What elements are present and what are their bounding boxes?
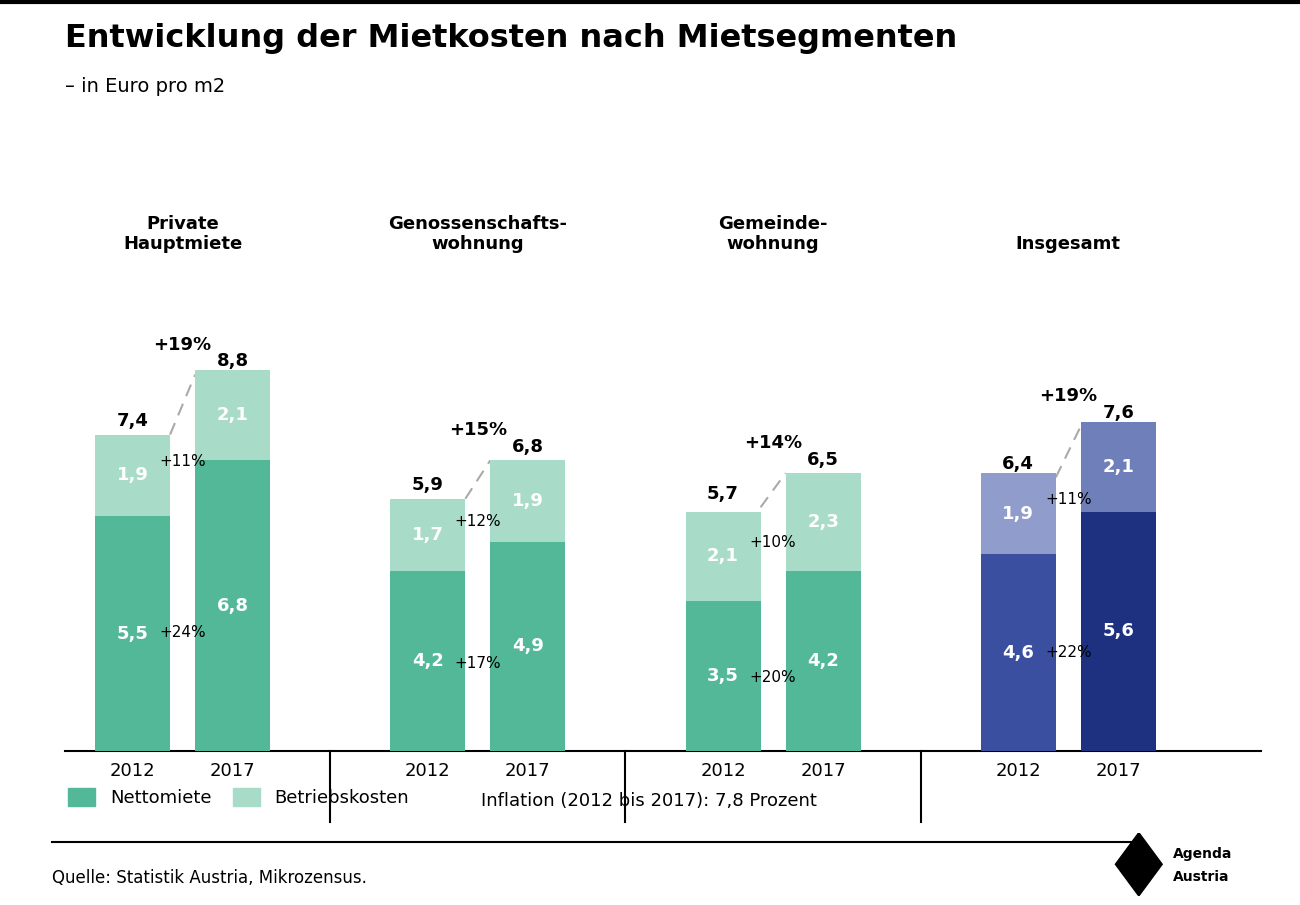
- Text: 5,7: 5,7: [707, 485, 738, 503]
- Text: 1,9: 1,9: [512, 492, 543, 510]
- Bar: [785, 473, 861, 571]
- Text: 5,6: 5,6: [1102, 623, 1135, 641]
- Bar: [1080, 511, 1156, 751]
- Text: Quelle: Statistik Austria, Mikrozensus.: Quelle: Statistik Austria, Mikrozensus.: [52, 869, 367, 887]
- Text: 8,8: 8,8: [217, 352, 248, 370]
- Text: +14%: +14%: [744, 434, 802, 452]
- Text: 6,8: 6,8: [217, 596, 248, 614]
- Text: 5,9: 5,9: [412, 476, 443, 494]
- Bar: [490, 461, 566, 541]
- Bar: [980, 555, 1056, 751]
- Text: 5,5: 5,5: [117, 624, 148, 643]
- Text: +20%: +20%: [750, 670, 797, 684]
- Text: Genossenschafts-
wohnung: Genossenschafts- wohnung: [389, 214, 567, 253]
- Text: Gemeinde-
wohnung: Gemeinde- wohnung: [719, 214, 828, 253]
- Bar: [980, 473, 1056, 555]
- Text: 1,9: 1,9: [117, 466, 148, 484]
- Text: +19%: +19%: [1039, 387, 1097, 405]
- Text: 4,6: 4,6: [1002, 643, 1035, 662]
- Bar: [195, 370, 270, 461]
- Text: 2,1: 2,1: [707, 548, 738, 566]
- Bar: [390, 571, 465, 751]
- Bar: [685, 511, 760, 602]
- Bar: [95, 434, 170, 516]
- Text: 1,7: 1,7: [412, 526, 443, 544]
- Text: +11%: +11%: [1045, 492, 1092, 508]
- Bar: [1080, 422, 1156, 511]
- Bar: [785, 571, 861, 751]
- Text: +11%: +11%: [160, 453, 205, 469]
- Text: +12%: +12%: [455, 514, 502, 529]
- Text: 4,2: 4,2: [807, 653, 838, 671]
- Text: 7,6: 7,6: [1102, 404, 1135, 422]
- Text: Insgesamt: Insgesamt: [1015, 235, 1121, 253]
- Text: +22%: +22%: [1045, 645, 1092, 661]
- Bar: [490, 541, 566, 751]
- Text: 6,5: 6,5: [807, 451, 838, 469]
- Polygon shape: [1115, 833, 1162, 896]
- Text: 2,1: 2,1: [1102, 458, 1135, 476]
- Text: 1,9: 1,9: [1002, 505, 1035, 523]
- Legend: Nettomiete, Betriebskosten: Nettomiete, Betriebskosten: [61, 781, 416, 814]
- Text: 2,1: 2,1: [217, 406, 248, 424]
- Text: 6,8: 6,8: [512, 438, 543, 456]
- Text: 2,3: 2,3: [807, 513, 838, 531]
- Bar: [95, 516, 170, 751]
- Text: Agenda: Agenda: [1173, 847, 1232, 862]
- Bar: [685, 602, 760, 751]
- Text: Inflation (2012 bis 2017): 7,8 Prozent: Inflation (2012 bis 2017): 7,8 Prozent: [481, 792, 816, 810]
- Text: 4,9: 4,9: [512, 637, 543, 655]
- Text: – in Euro pro m2: – in Euro pro m2: [65, 77, 225, 96]
- Text: Private
Hauptmiete: Private Hauptmiete: [124, 214, 242, 253]
- Text: 7,4: 7,4: [117, 413, 148, 430]
- Text: Entwicklung der Mietkosten nach Mietsegmenten: Entwicklung der Mietkosten nach Mietsegm…: [65, 23, 957, 53]
- Text: Austria: Austria: [1173, 870, 1230, 884]
- Text: +15%: +15%: [448, 422, 507, 439]
- Text: 4,2: 4,2: [412, 653, 443, 671]
- Bar: [195, 461, 270, 751]
- Text: +19%: +19%: [153, 336, 212, 354]
- Text: +17%: +17%: [455, 656, 502, 671]
- Text: 3,5: 3,5: [707, 667, 738, 685]
- Bar: [390, 499, 465, 571]
- Text: +24%: +24%: [160, 625, 205, 640]
- Text: +10%: +10%: [750, 535, 797, 550]
- Text: 6,4: 6,4: [1002, 455, 1035, 473]
